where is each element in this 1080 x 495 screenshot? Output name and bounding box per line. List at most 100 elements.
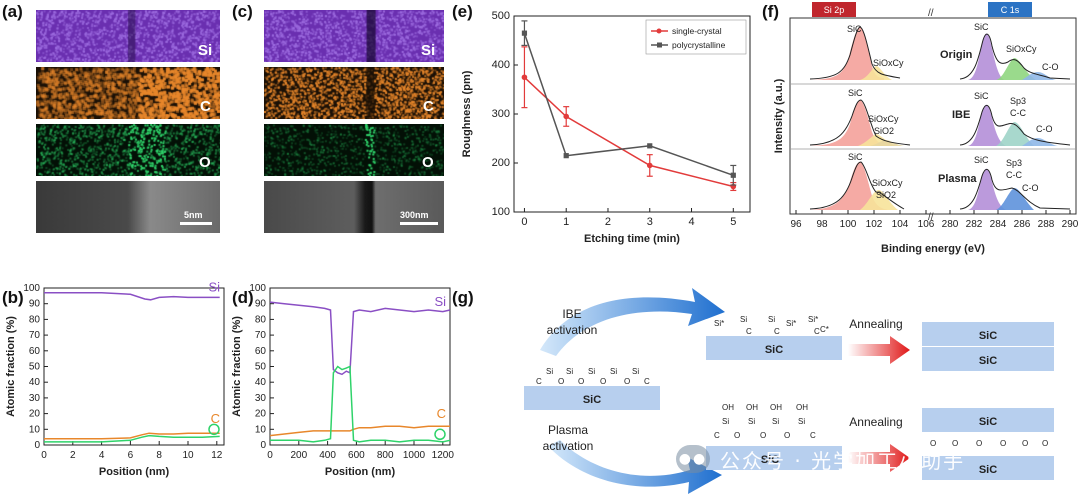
svg-text:Si*: Si* bbox=[786, 319, 796, 328]
label-plasma-activation-line1: Plasma bbox=[548, 423, 588, 437]
svg-text:Si: Si bbox=[768, 315, 775, 324]
svg-text:Si: Si bbox=[772, 417, 779, 426]
svg-text:Si: Si bbox=[722, 417, 729, 426]
svg-text:O: O bbox=[760, 431, 766, 440]
eds-map-c-a bbox=[36, 67, 220, 119]
svg-text:O: O bbox=[952, 439, 958, 448]
panel-label-c: (c) bbox=[232, 2, 253, 21]
legend-marker-single-crystal bbox=[656, 28, 662, 34]
x-tick-label: 600 bbox=[348, 450, 365, 461]
x-tick-label: 1 bbox=[563, 216, 569, 228]
watermark-text: 公众号 · 光学加工小助手 bbox=[720, 448, 966, 473]
bonded-top-upper bbox=[922, 322, 1054, 346]
data-point-polycrystalline bbox=[563, 153, 569, 159]
svg-text:O: O bbox=[558, 377, 564, 386]
chart-d: 0 200 400 600 800 1000 1200 0 10 20 30 40 50 60 70 80 90… bbox=[231, 283, 454, 478]
y-tick-label: 500 bbox=[492, 10, 510, 22]
label-origin-sic-c: SiC bbox=[974, 22, 989, 32]
panel-label-g: (g) bbox=[452, 288, 474, 307]
x-axis-label: Position (nm) bbox=[325, 466, 396, 478]
scalebar-a bbox=[180, 222, 212, 225]
schematic-g: SiC CSi OSi OSi OSi OSi C IBE activation… bbox=[524, 288, 1054, 494]
svg-text:C*: C* bbox=[820, 325, 829, 334]
map-label-si-c: Si bbox=[421, 42, 436, 59]
envelope-ibe-si bbox=[809, 99, 911, 146]
data-point-polycrystalline bbox=[521, 30, 528, 36]
plot-frame bbox=[43, 287, 225, 446]
svg-text:C: C bbox=[814, 327, 820, 336]
y-tick-label: 40 bbox=[29, 377, 41, 388]
envelope-plasma-c bbox=[959, 168, 1071, 210]
svg-text:OH: OH bbox=[770, 403, 782, 412]
eds-map-o-a bbox=[36, 124, 220, 176]
bonded-bottom-upper bbox=[922, 408, 1054, 432]
svg-text:Si*: Si* bbox=[808, 315, 818, 324]
y-tick-label: 30 bbox=[255, 393, 267, 404]
y-tick-label: 60 bbox=[29, 346, 41, 357]
data-point-single-crystal bbox=[521, 74, 528, 81]
envelope-origin-si bbox=[809, 26, 901, 80]
eds-map-si-c bbox=[264, 10, 444, 62]
label-plasma-sic-si: SiC bbox=[848, 152, 863, 162]
peak-origin-sic-c bbox=[968, 33, 1004, 80]
series-end-label-Si: Si bbox=[434, 294, 446, 309]
x-tick-label: 5 bbox=[730, 216, 736, 228]
row-label-plasma: Plasma bbox=[938, 173, 977, 185]
x-tick-label: 10 bbox=[182, 450, 194, 461]
legend-marker-polycrystalline bbox=[657, 42, 662, 48]
sem-image-c bbox=[264, 181, 444, 233]
label-origin-siox-si: SiOxCy bbox=[873, 58, 904, 68]
bonded-top-upper-label: SiC bbox=[979, 330, 997, 342]
substrate-ibe-label: SiC bbox=[765, 344, 783, 356]
y-tick-label: 10 bbox=[29, 424, 41, 435]
substrate-base-label: SiC bbox=[583, 394, 601, 406]
map-label-o-c: O bbox=[422, 154, 434, 171]
label-plasma-co-c: C-O bbox=[1022, 183, 1039, 193]
y-tick-label: 100 bbox=[23, 283, 40, 294]
xps-x-tick-label: 96 bbox=[790, 219, 802, 230]
series-line-O bbox=[44, 434, 220, 443]
x-tick-label: 8 bbox=[156, 450, 162, 461]
label-plasma-siox-si: SiOxCy bbox=[872, 178, 903, 188]
row-label-ibe: IBE bbox=[952, 109, 970, 121]
xps-x-tick-label: 284 bbox=[990, 219, 1007, 230]
x-tick-label: 12 bbox=[211, 450, 223, 461]
svg-text:O: O bbox=[1022, 439, 1028, 448]
tab-c1s bbox=[988, 2, 1032, 17]
scalebar-label-c: 300nm bbox=[400, 210, 429, 220]
series-line-C bbox=[44, 432, 220, 440]
bonded-top-lower-label: SiC bbox=[979, 355, 997, 367]
data-point-polycrystalline bbox=[647, 143, 653, 149]
svg-text:OH: OH bbox=[796, 403, 808, 412]
eds-map-o-c bbox=[264, 124, 444, 176]
base-surface-chain: CSi OSi OSi OSi OSi C bbox=[536, 367, 650, 386]
label-ibe-sp3-c: Sp3 bbox=[1010, 96, 1026, 106]
x-tick-label: 4 bbox=[99, 450, 105, 461]
y-tick-label: 20 bbox=[29, 409, 41, 420]
envelope-ibe-c bbox=[959, 104, 1071, 146]
y-axis-label: Roughness (pm) bbox=[461, 70, 473, 157]
label-ibe-cc-c: C-C bbox=[1010, 108, 1026, 118]
xps-y-axis-label: Intensity (a.u.) bbox=[773, 78, 785, 153]
x-tick-label: 400 bbox=[319, 450, 336, 461]
xps-x-tick-label: 286 bbox=[1014, 219, 1031, 230]
peak-ibe-sio2-si bbox=[870, 140, 904, 146]
y-tick-label: 70 bbox=[255, 330, 267, 341]
data-point-polycrystalline bbox=[730, 172, 736, 178]
svg-text:OH: OH bbox=[746, 403, 758, 412]
svg-text:OH: OH bbox=[722, 403, 734, 412]
svg-text:Si: Si bbox=[632, 367, 639, 376]
series-end-marker-O bbox=[434, 428, 446, 441]
y-tick-label: 200 bbox=[492, 157, 510, 169]
label-plasma-activation-line2: activation bbox=[543, 439, 594, 453]
y-tick-label: 90 bbox=[255, 299, 267, 310]
chart-e: 0 1 2 3 4 5 100 200 300 400 500 Etching time (min) R… bbox=[461, 10, 751, 245]
x-tick-label: 1200 bbox=[432, 450, 454, 461]
label-ibe-activation-line1: IBE bbox=[562, 307, 581, 321]
xps-frame bbox=[789, 17, 1077, 215]
scalebar-label-a: 5nm bbox=[184, 210, 203, 220]
peak-origin-siox-c bbox=[996, 58, 1036, 80]
xps-x-tick-label: 288 bbox=[1038, 219, 1055, 230]
x-tick-label: 3 bbox=[647, 216, 653, 228]
series-line-O bbox=[270, 365, 451, 443]
